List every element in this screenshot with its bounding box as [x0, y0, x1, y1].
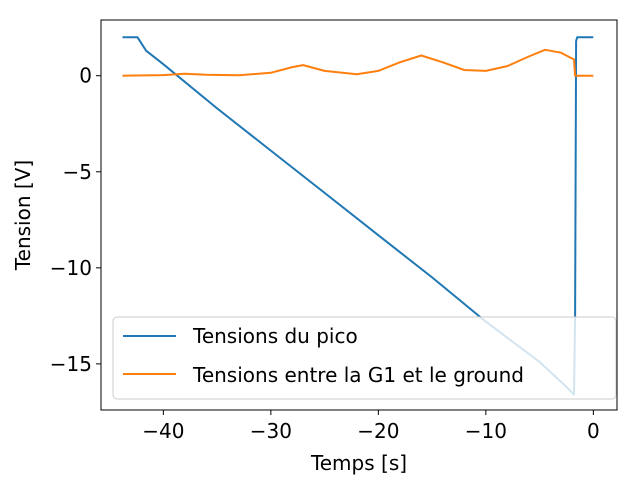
- x-tick-label: −30: [250, 419, 292, 443]
- x-tick-label: −10: [465, 419, 507, 443]
- y-tick-label: 0: [79, 64, 92, 88]
- y-tick-label: −15: [50, 352, 92, 376]
- legend-label-tensions-entre-la-g1: Tensions entre la G1 et le ground: [192, 363, 524, 387]
- x-axis-label: Temps [s]: [310, 451, 407, 475]
- y-tick-label: −10: [50, 256, 92, 280]
- legend-box: [112, 316, 617, 400]
- legend: Tensions du pico Tensions entre la G1 et…: [112, 316, 617, 400]
- plot-area-frame: [100, 19, 618, 411]
- x-tick-label: 0: [587, 419, 600, 443]
- x-axis-ticks: −40 −30 −20 −10 0: [142, 410, 600, 443]
- y-tick-label: −5: [63, 160, 92, 184]
- x-tick-label: −20: [357, 419, 399, 443]
- legend-label-tensions-du-pico: Tensions du pico: [192, 324, 358, 348]
- y-axis-ticks: −15 −10 −5 0: [50, 64, 101, 376]
- x-tick-label: −40: [142, 419, 184, 443]
- y-axis-label: Tension [V]: [11, 160, 35, 271]
- series-line-tensions-entre-la-g1-et-le-ground: [122, 48, 594, 77]
